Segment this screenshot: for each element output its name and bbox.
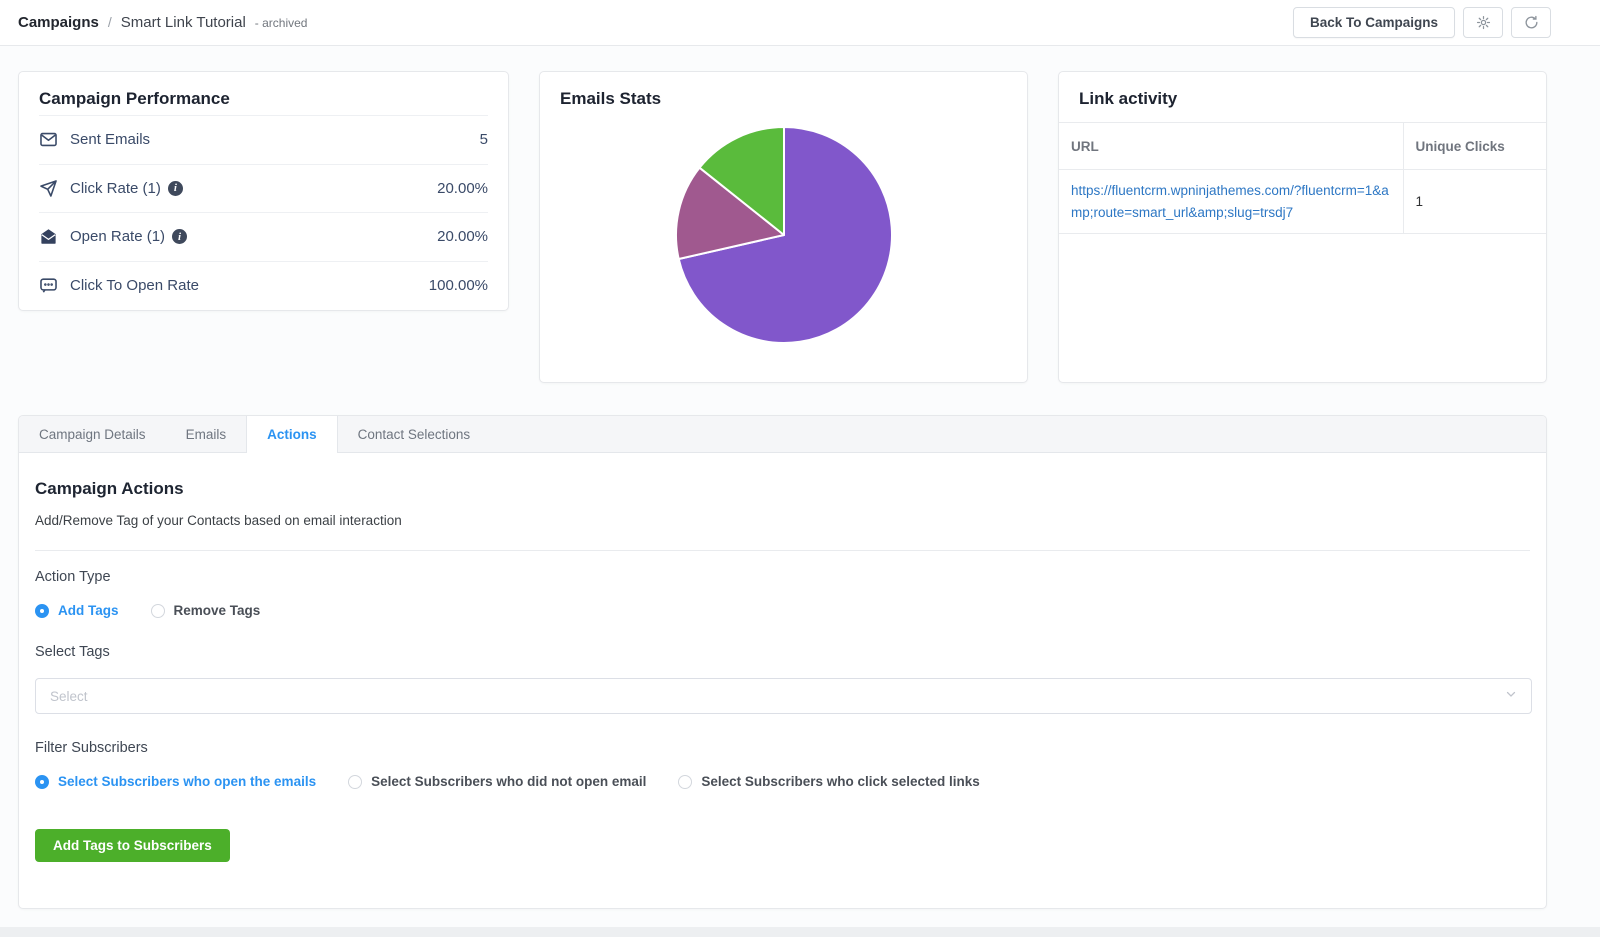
action-type-radio-group: Add Tags Remove Tags	[35, 603, 1530, 618]
stat-value-open-rate: 20.00%	[437, 228, 488, 246]
stat-label-open-rate: Open Rate (1)	[70, 228, 166, 246]
chevron-down-icon	[1505, 687, 1517, 705]
summary-cards-row: Campaign Performance Sent Emails 5	[18, 71, 1547, 383]
top-header-bar: Campaigns / Smart Link Tutorial - archiv…	[0, 0, 1600, 46]
tags-select-input[interactable]: Select	[35, 678, 1532, 714]
page-content: Campaign Performance Sent Emails 5	[0, 46, 1600, 909]
stat-row-sent-emails: Sent Emails 5	[39, 115, 488, 164]
link-activity-card: Link activity URL Unique Clicks https://…	[1058, 71, 1547, 383]
radio-selected-icon	[35, 603, 49, 618]
link-activity-title: Link activity	[1079, 89, 1178, 108]
stat-label-click-to-open-rate: Click To Open Rate	[70, 276, 199, 294]
stat-row-click-to-open-rate: Click To Open Rate 100.00%	[39, 260, 488, 310]
table-row: https://fluentcrm.wpninjathemes.com/?flu…	[1059, 168, 1546, 235]
envelope-icon	[39, 130, 58, 149]
campaign-actions-description: Add/Remove Tag of your Contacts based on…	[35, 513, 402, 528]
back-to-campaigns-button[interactable]: Back To Campaigns	[1292, 7, 1455, 38]
breadcrumb-campaign-title: Smart Link Tutorial	[120, 14, 246, 31]
stat-row-click-rate: Click Rate (1) i 20.00%	[39, 163, 488, 213]
campaign-performance-title: Campaign Performance	[39, 89, 230, 108]
radio-remove-tags[interactable]: Remove Tags	[150, 603, 260, 618]
radio-unselected-icon	[348, 774, 363, 789]
column-header-unique-clicks: Unique Clicks	[1403, 122, 1546, 170]
campaign-performance-card: Campaign Performance Sent Emails 5	[18, 71, 509, 311]
header-actions: Back To Campaigns	[1292, 7, 1551, 38]
tab-bar: Campaign Details Emails Actions Contact …	[19, 416, 1546, 453]
campaign-actions-heading: Campaign Actions	[35, 479, 184, 498]
stat-row-open-rate: Open Rate (1) i 20.00%	[39, 212, 488, 261]
settings-button[interactable]	[1463, 7, 1503, 38]
radio-add-tags[interactable]: Add Tags	[35, 603, 119, 618]
add-tags-to-subscribers-button[interactable]: Add Tags to Subscribers	[35, 829, 230, 862]
stat-value-click-to-open-rate: 100.00%	[428, 276, 488, 294]
stat-label-sent-emails: Sent Emails	[70, 131, 151, 149]
select-placeholder: Select	[50, 688, 88, 704]
refresh-button[interactable]	[1511, 7, 1551, 38]
radio-unselected-icon	[678, 774, 693, 789]
tab-campaign-details[interactable]: Campaign Details	[39, 426, 146, 442]
send-icon	[39, 179, 58, 198]
info-icon[interactable]: i	[167, 180, 183, 196]
link-activity-table: URL Unique Clicks https://fluentcrm.wpni…	[1059, 122, 1546, 235]
breadcrumb-separator: /	[107, 14, 112, 30]
emails-stats-title: Emails Stats	[560, 89, 662, 108]
action-type-label: Action Type	[35, 569, 111, 585]
radio-unselected-icon	[150, 603, 165, 618]
actions-tab-panel: Campaign Actions Add/Remove Tag of your …	[19, 453, 1546, 862]
pie-chart-container	[560, 123, 1007, 347]
filter-subscribers-label: Filter Subscribers	[35, 740, 148, 756]
breadcrumb: Campaigns / Smart Link Tutorial - archiv…	[18, 14, 307, 31]
unique-clicks-value: 1	[1403, 168, 1546, 235]
envelope-open-icon	[39, 227, 58, 246]
stat-value-sent-emails: 5	[479, 131, 488, 149]
gear-icon	[1476, 15, 1491, 30]
tab-emails[interactable]: Emails	[185, 426, 227, 442]
breadcrumb-campaigns[interactable]: Campaigns	[18, 14, 99, 31]
stat-value-click-rate: 20.00%	[437, 179, 488, 197]
tab-actions[interactable]: Actions	[246, 416, 338, 453]
stat-label-click-rate: Click Rate (1)	[70, 179, 161, 197]
radio-subscribers-clicked-links[interactable]: Select Subscribers who click selected li…	[678, 774, 980, 789]
campaign-status-badge: - archived	[254, 16, 308, 30]
radio-subscribers-not-opened[interactable]: Select Subscribers who did not open emai…	[348, 774, 646, 789]
chat-icon	[39, 276, 58, 295]
smart-link-url[interactable]: https://fluentcrm.wpninjathemes.com/?flu…	[1071, 183, 1389, 220]
divider	[35, 550, 1530, 551]
pie-slice-segment-purple	[677, 126, 893, 344]
bottom-strip	[0, 927, 1600, 937]
filter-subscribers-radio-group: Select Subscribers who open the emails S…	[35, 774, 1530, 789]
info-icon[interactable]: i	[172, 229, 188, 245]
emails-stats-pie	[674, 126, 893, 344]
tab-contact-selections[interactable]: Contact Selections	[357, 426, 471, 442]
campaign-detail-tabs-card: Campaign Details Emails Actions Contact …	[18, 415, 1547, 909]
refresh-icon	[1524, 15, 1539, 30]
column-header-url: URL	[1059, 122, 1404, 170]
radio-selected-icon	[35, 774, 49, 789]
select-tags-label: Select Tags	[35, 644, 110, 660]
radio-subscribers-opened[interactable]: Select Subscribers who open the emails	[35, 774, 316, 789]
emails-stats-card: Emails Stats	[539, 71, 1028, 383]
pie-slice-segment-green	[698, 126, 785, 236]
pie-slice-segment-plum	[674, 166, 785, 261]
